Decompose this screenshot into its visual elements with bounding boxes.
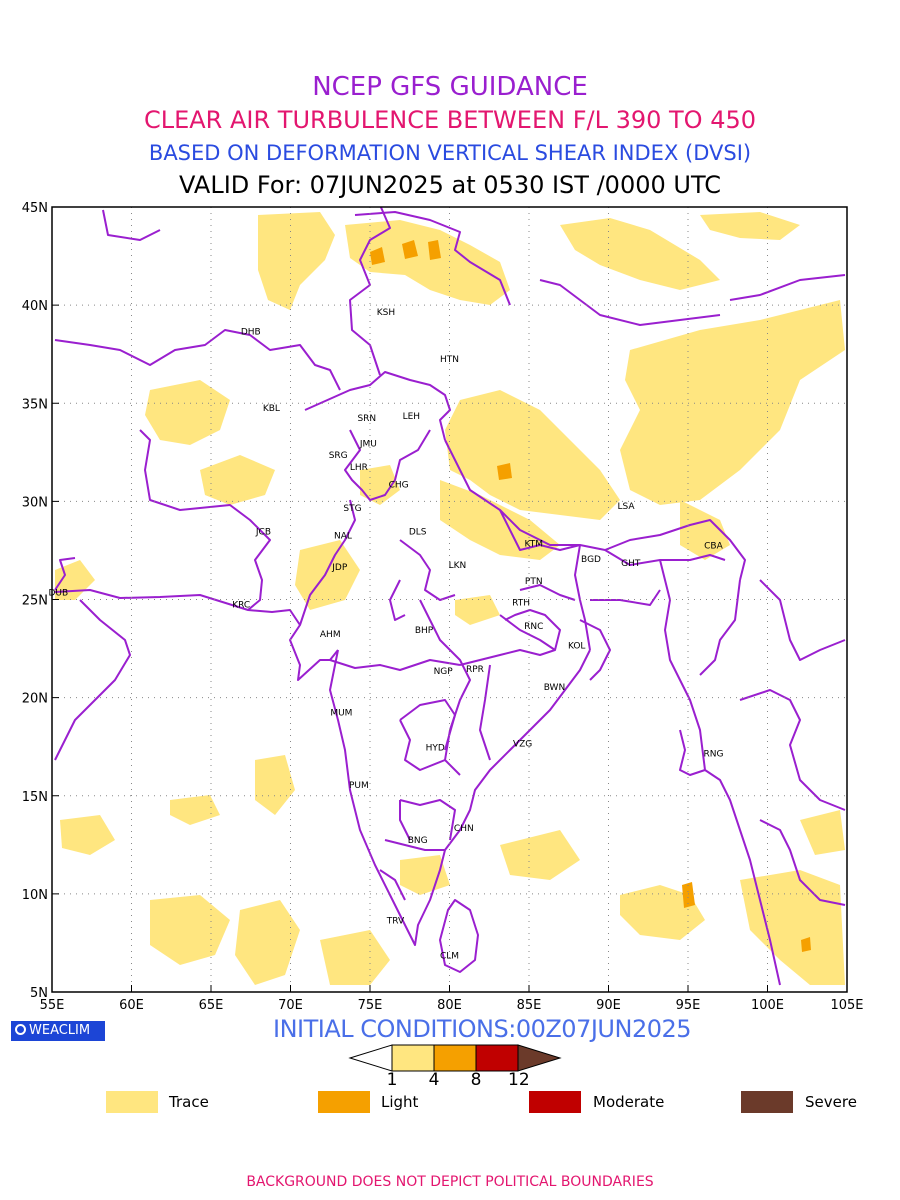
colorbar xyxy=(348,1044,562,1072)
turbulence-shading xyxy=(55,212,845,985)
station-label-lsa: LSA xyxy=(617,502,635,512)
country-boundaries xyxy=(54,207,846,986)
station-label-kbl: KBL xyxy=(263,404,280,414)
station-label-chn: CHN xyxy=(454,824,474,834)
station-label-chg: CHG xyxy=(389,481,409,491)
legend-label-moderate: Moderate xyxy=(593,1093,665,1111)
legend-label-light: Light xyxy=(381,1093,419,1111)
station-label-kol: KOL xyxy=(568,642,586,652)
station-label-leh: LEH xyxy=(403,412,420,422)
station-label-mum: MUM xyxy=(330,708,352,718)
station-label-dls: DLS xyxy=(409,528,427,538)
colorbar-segment-light xyxy=(433,1044,477,1072)
lat-tick-label-30n: 30N xyxy=(22,495,48,510)
station-label-jdp: JDP xyxy=(331,563,348,573)
chart-title-product: CLEAR AIR TURBULENCE BETWEEN F/L 390 TO … xyxy=(143,106,757,134)
station-label-rng: RNG xyxy=(703,750,723,760)
lon-tick-label-85e: 85E xyxy=(517,998,542,1013)
chart-title-model: NCEP GFS GUIDANCE xyxy=(312,72,588,102)
weaclim-logo-icon xyxy=(15,1024,26,1035)
lat-tick-label-25n: 25N xyxy=(22,594,48,609)
station-label-jcb: JCB xyxy=(255,528,271,538)
weaclim-logo: WEACLIM xyxy=(11,1021,105,1041)
legend-swatch-moderate xyxy=(529,1091,581,1113)
initial-conditions-label: INITIAL CONDITIONS:00Z07JUN2025 xyxy=(273,1015,692,1043)
colorbar-under-triangle xyxy=(348,1044,393,1072)
station-label-clm: CLM xyxy=(440,952,459,962)
lat-tick-label-10n: 10N xyxy=(22,888,48,903)
lon-tick-label-80e: 80E xyxy=(437,998,462,1013)
lon-tick-label-60e: 60E xyxy=(119,998,144,1013)
lon-tick-label-70e: 70E xyxy=(278,998,303,1013)
station-label-htn: HTN xyxy=(440,355,459,365)
lat-tick-label-45n: 45N xyxy=(22,201,48,216)
station-label-nal: NAL xyxy=(334,532,352,542)
disclaimer-footer: BACKGROUND DOES NOT DEPICT POLITICAL BOU… xyxy=(246,1174,654,1190)
map-frame xyxy=(51,206,848,993)
station-label-lhr: LHR xyxy=(350,463,368,473)
station-label-ngp: NGP xyxy=(434,667,454,677)
legend-swatch-trace xyxy=(106,1091,158,1113)
station-label-bng: BNG xyxy=(408,836,428,846)
station-label-hyd: HYD xyxy=(426,744,445,754)
lon-tick-label-75e: 75E xyxy=(358,998,383,1013)
station-label-dhb: DHB xyxy=(241,328,261,338)
chart-title-method: BASED ON DEFORMATION VERTICAL SHEAR INDE… xyxy=(148,141,752,165)
colorbar-segment-trace xyxy=(391,1044,435,1072)
station-label-bgd: BGD xyxy=(581,555,601,565)
colorbar-segment-moderate xyxy=(475,1044,519,1072)
lat-tick-label-35n: 35N xyxy=(22,397,48,412)
station-label-cba: CBA xyxy=(704,541,723,551)
colorbar-label-12: 12 xyxy=(508,1070,530,1090)
legend-label-trace: Trace xyxy=(169,1093,209,1111)
station-label-bwn: BWN xyxy=(544,683,566,693)
station-label-ght: GHT xyxy=(621,559,641,569)
station-label-srn: SRN xyxy=(357,414,376,424)
lon-tick-label-105e: 105E xyxy=(830,998,863,1013)
station-label-jmu: JMU xyxy=(359,439,377,449)
colorbar-label-4: 4 xyxy=(428,1070,440,1090)
colorbar-label-8: 8 xyxy=(470,1070,482,1090)
weaclim-logo-text: WEACLIM xyxy=(29,1023,91,1038)
lon-tick-label-100e: 100E xyxy=(751,998,784,1013)
station-label-ptn: PTN xyxy=(525,577,543,587)
axis-ticks: 55E 60E 65E 70E 75E 80E 85E 90E 95E 100E 105E 45N 40… xyxy=(22,201,864,1013)
station-label-lkn: LKN xyxy=(449,561,467,571)
station-label-trv: TRV xyxy=(386,916,405,926)
legend-label-severe: Severe xyxy=(805,1093,857,1111)
lat-tick-label-15n: 15N xyxy=(22,790,48,805)
station-label-krc: KRC xyxy=(232,600,250,610)
turbulence-map: 55E 60E 65E 70E 75E 80E 85E 90E 95E 100E 105E 45N 40… xyxy=(22,201,864,1013)
station-label-ktm: KTM xyxy=(525,540,543,550)
station-label-rth: RTH xyxy=(512,598,530,608)
lon-tick-label-90e: 90E xyxy=(596,998,621,1013)
colorbar-label-1: 1 xyxy=(386,1070,398,1090)
station-label-rnc: RNC xyxy=(524,622,543,632)
lat-tick-label-40n: 40N xyxy=(22,299,48,314)
lon-tick-label-65e: 65E xyxy=(199,998,224,1013)
station-label-bhp: BHP xyxy=(415,626,434,636)
station-label-ksh: KSH xyxy=(377,308,395,318)
chart-title-valid-time: VALID For: 07JUN2025 at 0530 IST /0000 U… xyxy=(179,171,721,199)
station-label-vzg: VZG xyxy=(513,740,532,750)
colorbar-over-triangle xyxy=(517,1044,562,1072)
legend-swatch-severe xyxy=(741,1091,793,1113)
lat-tick-label-5n: 5N xyxy=(30,986,48,1001)
lon-tick-label-55e: 55E xyxy=(40,998,65,1013)
station-label-dub: DUB xyxy=(49,589,69,599)
station-label-pum: PUM xyxy=(349,781,369,791)
legend-swatch-light xyxy=(318,1091,370,1113)
station-label-rpr: RPR xyxy=(466,665,484,675)
station-label-stg: STG xyxy=(343,504,361,514)
station-label-ahm: AHM xyxy=(320,630,341,640)
lat-tick-label-20n: 20N xyxy=(22,692,48,707)
lat-lon-grid xyxy=(52,207,847,992)
station-label-srg: SRG xyxy=(329,451,348,461)
lon-tick-label-95e: 95E xyxy=(676,998,701,1013)
